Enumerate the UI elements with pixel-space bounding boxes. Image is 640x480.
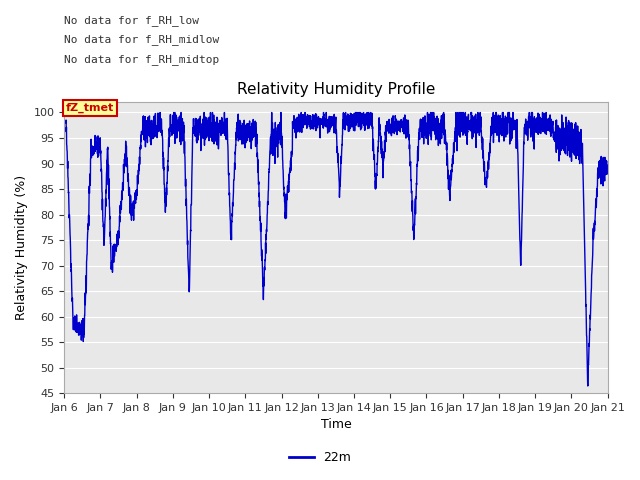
- X-axis label: Time: Time: [321, 419, 351, 432]
- Text: fZ_tmet: fZ_tmet: [66, 103, 115, 113]
- Title: Relativity Humidity Profile: Relativity Humidity Profile: [237, 82, 435, 97]
- Text: No data for f_RH_midtop: No data for f_RH_midtop: [64, 54, 220, 65]
- Text: No data for f_RH_midlow: No data for f_RH_midlow: [64, 35, 220, 45]
- Y-axis label: Relativity Humidity (%): Relativity Humidity (%): [15, 175, 28, 320]
- Legend: 22m: 22m: [284, 446, 356, 469]
- Text: No data for f_RH_low: No data for f_RH_low: [64, 15, 199, 26]
